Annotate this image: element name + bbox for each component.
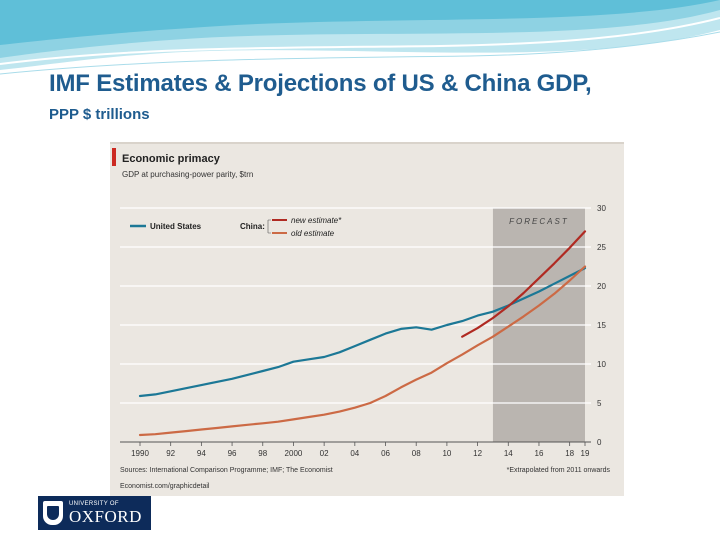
x-tick-label: 14 (504, 449, 513, 458)
x-tick-label: 12 (473, 449, 482, 458)
x-tick-label: 19 (581, 449, 590, 458)
y-tick-label: 25 (597, 243, 606, 252)
legend-label-old: old estimate (291, 229, 335, 238)
x-tick-label: 98 (258, 449, 267, 458)
x-tick-label: 96 (228, 449, 237, 458)
chart-subtitle: GDP at purchasing-power parity, $trn (122, 170, 253, 179)
legend-label-china: China: (240, 222, 265, 231)
x-tick-label: 02 (320, 449, 329, 458)
logo-top-line: UNIVERSITY OF (69, 500, 119, 507)
y-tick-label: 20 (597, 282, 606, 291)
x-tick-labels: 1990 92 94 96 98 2000 02 04 06 08 10 12 14 16 18 19 (131, 442, 590, 458)
y-tick-label: 5 (597, 399, 602, 408)
x-tick-label: 10 (442, 449, 451, 458)
series-line-china-old-estimate (138, 265, 587, 437)
forecast-label: FORECAST (509, 217, 569, 226)
x-tick-label: 04 (350, 449, 359, 458)
y-tick-labels: 0 5 10 15 20 25 30 (597, 204, 606, 447)
gdp-line-chart: Economic primacy GDP at purchasing-power… (110, 142, 624, 496)
x-tick-label: 92 (166, 449, 175, 458)
x-tick-label: 94 (197, 449, 206, 458)
x-tick-label: 18 (565, 449, 574, 458)
x-tick-label: 1990 (131, 449, 149, 458)
y-tick-label: 15 (597, 321, 606, 330)
legend: United States China: new estimate* old e… (130, 216, 342, 238)
chart-title: Economic primacy (122, 153, 221, 165)
x-tick-label: 2000 (285, 449, 303, 458)
header-wave-decoration (0, 0, 720, 75)
chart-credit: Economist.com/graphicdetail (120, 483, 210, 490)
slide-title: IMF Estimates & Projections of US & Chin… (49, 70, 592, 97)
university-of-oxford-logo: UNIVERSITY OF OXFORD (38, 496, 151, 530)
chart-footnote: *Extrapolated from 2011 onwards (507, 467, 611, 474)
chart-source: Sources: International Comparison Progra… (120, 467, 333, 474)
y-tick-label: 10 (597, 360, 606, 369)
y-tick-label: 0 (597, 438, 602, 447)
legend-label-new: new estimate* (291, 216, 342, 225)
x-tick-label: 06 (381, 449, 390, 458)
logo-main: OXFORD (69, 506, 142, 526)
y-tick-label: 30 (597, 204, 606, 213)
legend-label-us: United States (150, 222, 202, 231)
chart-panel: Economic primacy GDP at purchasing-power… (110, 142, 624, 496)
series-line-china-new-estimate (461, 230, 587, 338)
x-tick-label: 16 (535, 449, 544, 458)
series-lines (138, 230, 587, 437)
oxford-crest-icon (43, 501, 63, 525)
economist-red-bar (112, 148, 116, 166)
slide-subtitle: PPP $ trillions (49, 106, 150, 123)
x-tick-label: 08 (412, 449, 421, 458)
